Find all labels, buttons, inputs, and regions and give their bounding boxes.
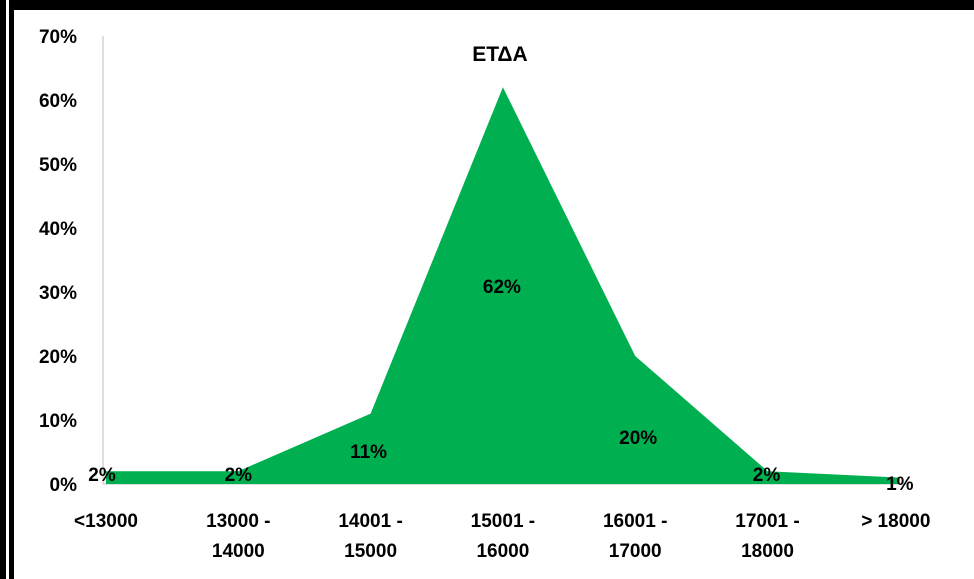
data-label: 2% — [225, 465, 253, 486]
x-tick-label: 15000 — [344, 541, 397, 562]
data-label: 11% — [350, 442, 387, 463]
x-tick-labels: <13000 13000 - 14000 14001 - 15000 15001 - 160… — [74, 511, 930, 562]
y-tick-label: 20% — [39, 347, 77, 368]
data-labels: 2% 2% 11% 62% 20% 2% 1% — [88, 277, 913, 495]
x-tick-label: 17000 — [609, 541, 662, 562]
x-tick-label: > 18000 — [861, 511, 930, 532]
area-series — [106, 87, 900, 484]
x-tick-label: 16000 — [476, 541, 529, 562]
y-tick-label: 40% — [39, 219, 77, 240]
y-tick-label: 50% — [39, 155, 77, 176]
frame-line — [6, 0, 9, 579]
x-tick-label: 14000 — [212, 541, 265, 562]
y-tick-label: 60% — [39, 91, 77, 112]
data-label: 1% — [886, 474, 914, 495]
x-tick-label: 13000 - — [206, 511, 270, 532]
x-tick-label: 14001 - — [338, 511, 402, 532]
x-tick-label: 16001 - — [603, 511, 667, 532]
x-tick-label: 17001 - — [735, 511, 799, 532]
chart-title: ΕΤΔΑ — [472, 43, 527, 66]
y-tick-label: 70% — [39, 27, 77, 48]
x-tick-label: <13000 — [74, 511, 138, 532]
data-label: 2% — [88, 465, 116, 486]
y-tick-label: 10% — [39, 411, 77, 432]
data-label: 62% — [483, 277, 521, 298]
y-tick-label: 0% — [50, 475, 78, 496]
y-tick-labels: 0% 10% 20% 30% 40% 50% 60% 70% — [39, 27, 77, 496]
y-tick-label: 30% — [39, 283, 77, 304]
data-label: 2% — [753, 465, 781, 486]
x-tick-label: 15001 - — [471, 511, 535, 532]
data-label: 20% — [619, 428, 657, 449]
x-tick-label: 18000 — [741, 541, 794, 562]
